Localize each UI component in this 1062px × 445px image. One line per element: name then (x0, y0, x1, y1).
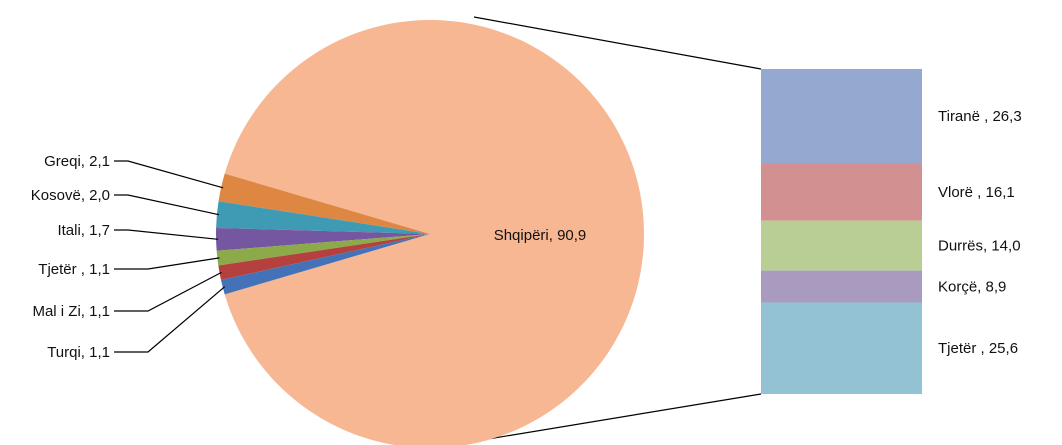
bar-segment-vlore-1 (761, 163, 922, 221)
connector-line-top (473, 16, 762, 70)
bar-label-tirane-0: Tiranë , 26,3 (938, 108, 1022, 125)
leader-line-greqi-0 (114, 160, 224, 189)
bar-label-tjeter-4: Tjetër , 25,6 (938, 340, 1018, 357)
bar-label-vlore-1: Vlorë , 16,1 (938, 184, 1015, 201)
leader-line-turqi-5 (114, 286, 226, 353)
bar-segment-durres-2 (761, 220, 922, 271)
connector-line-bottom (481, 393, 762, 441)
pie-label-itali-2: Itali, 1,7 (57, 222, 110, 239)
leader-line-tjeter-3 (114, 257, 220, 270)
pie-slice-tjeter-3 (216, 234, 430, 266)
breakdown-bar (761, 69, 922, 394)
pie-slice-turqi-5 (221, 234, 430, 295)
pie-slice-shqiperi (224, 20, 644, 445)
pie-label-tjeter-3: Tjetër , 1,1 (38, 261, 110, 278)
pie-label-shqiperi: Shqipëri, 90,9 (494, 227, 587, 244)
leader-lines (114, 160, 226, 353)
pie-label-turqi-5: Turqi, 1,1 (47, 344, 110, 361)
pie-label-kosove-1: Kosovë, 2,0 (31, 187, 110, 204)
pie-label-mal-i-zi-4: Mal i Zi, 1,1 (32, 303, 110, 320)
leader-line-kosove-1 (114, 194, 220, 216)
pie-slice-kosove-1 (216, 201, 430, 234)
bar-label-durres-2: Durrës, 14,0 (938, 238, 1021, 255)
pie-label-greqi-0: Greqi, 2,1 (44, 153, 110, 170)
pie-slice-mal-i-zi-4 (218, 234, 430, 281)
pie-slice-greqi-0 (218, 173, 430, 234)
bar-segment-korce-3 (761, 270, 922, 303)
main-pie (216, 20, 644, 445)
connector-lines (473, 16, 762, 441)
leader-line-mal-i-zi-4 (114, 271, 222, 312)
pie-slice-itali-2 (216, 227, 430, 251)
bar-segment-tjeter-4 (761, 302, 922, 394)
leader-line-itali-2 (114, 229, 219, 240)
bar-label-korce-3: Korçë, 8,9 (938, 279, 1006, 296)
bar-segment-tirane-0 (761, 69, 922, 164)
data-labels: Shqipëri, 90,9 Greqi, 2,1 Kosovë, 2,0 Itali… (31, 108, 1022, 361)
